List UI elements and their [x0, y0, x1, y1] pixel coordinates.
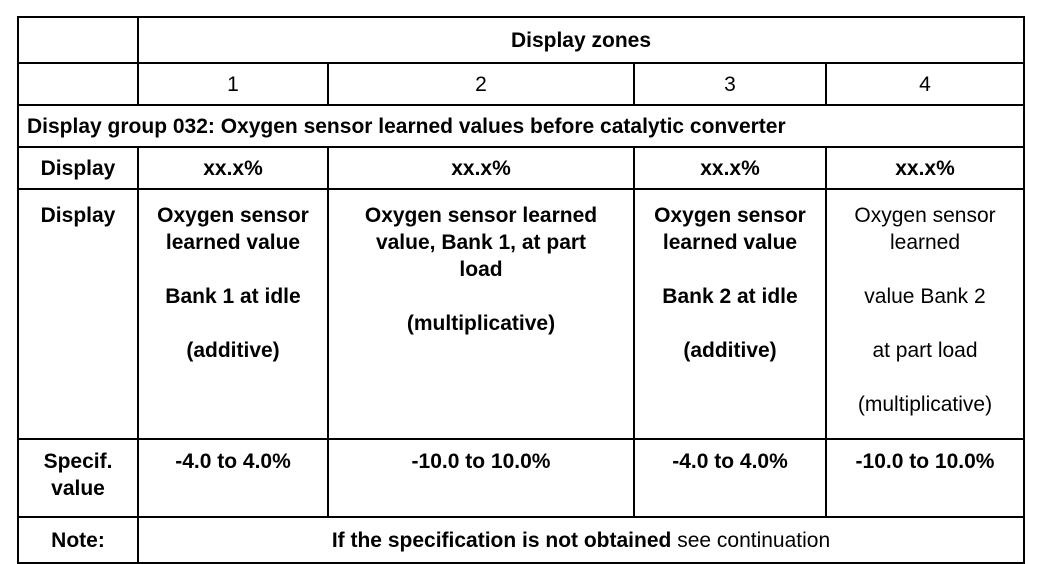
description-zone-1-line: Bank 1 at idle — [165, 285, 301, 308]
display-format-zone-4: xx.x% — [825, 146, 1025, 190]
description-zone-4-line: learned — [889, 231, 961, 254]
description-zone-2-line: (multiplicative) — [406, 312, 556, 335]
description-zone-3-line: learned value — [662, 231, 798, 254]
group-title-row: Display group 032: Oxygen sensor learned… — [17, 104, 1025, 148]
description-zone-4-line: Oxygen sensor — [854, 204, 996, 227]
header-row: Display zones — [17, 16, 1025, 64]
display-format-zone-3: xx.x% — [633, 146, 827, 190]
note-text-bold: If the specification is not obtained — [331, 528, 672, 552]
description-zone-2-line: Oxygen sensor learned — [364, 204, 598, 227]
note-text-continuation: see continuation — [677, 528, 831, 552]
note-content: If the specification is not obtained see… — [137, 516, 1025, 564]
specified-value-label-line: Specif. — [43, 450, 113, 473]
display-group-title: Display group 032: Oxygen sensor learned… — [17, 104, 1025, 148]
description-zone-1-line: (additive) — [186, 339, 280, 362]
display-format-label: Display — [17, 146, 139, 190]
zone-number-1: 1 — [137, 62, 329, 106]
zone-number-4: 4 — [825, 62, 1025, 106]
display-group-table: Display zones 1 2 3 4 Display group 032:… — [17, 16, 1025, 564]
display-format-zone-2: xx.x% — [327, 146, 635, 190]
description-zone-4-line: at part load — [872, 339, 978, 362]
description-zone-3: Oxygen sensor learned value Bank 2 at id… — [633, 188, 827, 440]
description-zone-2: Oxygen sensor learned value, Bank 1, at … — [327, 188, 635, 440]
description-zone-4-line: value Bank 2 — [864, 285, 986, 308]
display-zones-heading: Display zones — [137, 16, 1025, 64]
specified-value-label: Specif. value — [17, 438, 139, 518]
description-zone-2-line: value, Bank 1, at part — [375, 231, 587, 254]
zone-number-row: 1 2 3 4 — [17, 62, 1025, 106]
display-format-row: Display xx.x% xx.x% xx.x% xx.x% — [17, 146, 1025, 190]
description-zone-3-line: (additive) — [683, 339, 777, 362]
description-zone-4-line: (multiplicative) — [857, 393, 993, 416]
note-row: Note: If the specification is not obtain… — [17, 516, 1025, 564]
specified-value-zone-4: -10.0 to 10.0% — [825, 438, 1025, 518]
description-zone-3-line: Bank 2 at idle — [662, 285, 798, 308]
specified-value-zone-2: -10.0 to 10.0% — [327, 438, 635, 518]
display-description-label: Display — [17, 188, 139, 440]
description-zone-1: Oxygen sensor learned value Bank 1 at id… — [137, 188, 329, 440]
note-label: Note: — [17, 516, 139, 564]
specified-value-zone-3: -4.0 to 4.0% — [633, 438, 827, 518]
specified-value-row: Specif. value -4.0 to 4.0% -10.0 to 10.0… — [17, 438, 1025, 518]
zone-number-2: 2 — [327, 62, 635, 106]
specified-value-label-line: value — [51, 477, 105, 500]
description-zone-4: Oxygen sensor learned value Bank 2 at pa… — [825, 188, 1025, 440]
description-zone-1-line: learned value — [165, 231, 301, 254]
zone-empty-cell — [17, 62, 139, 106]
description-zone-1-line: Oxygen sensor — [157, 204, 309, 227]
header-empty-cell — [17, 16, 139, 64]
specified-value-zone-1: -4.0 to 4.0% — [137, 438, 329, 518]
description-zone-3-line: Oxygen sensor — [654, 204, 806, 227]
description-zone-2-line: load — [459, 258, 503, 281]
display-description-row: Display Oxygen sensor learned value Bank… — [17, 188, 1025, 440]
display-format-zone-1: xx.x% — [137, 146, 329, 190]
zone-number-3: 3 — [633, 62, 827, 106]
